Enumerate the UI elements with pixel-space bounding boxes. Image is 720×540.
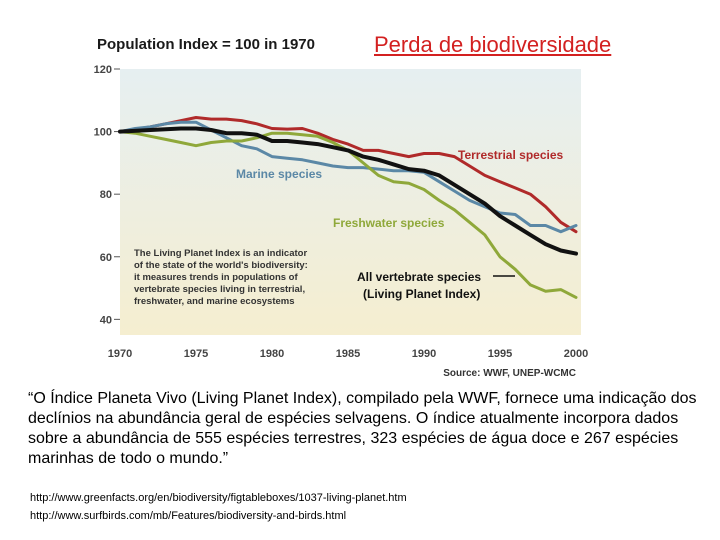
population-index-chart: Population Index = 100 in 1970 40 60 80 100… [94, 36, 589, 379]
reference-link[interactable]: http://www.surfbirds.com/mb/Features/bio… [30, 510, 347, 522]
all-species-label-line1: All vertebrate species [357, 270, 481, 284]
x-tick-label: 1990 [412, 348, 436, 360]
all-species-label-line2: (Living Planet Index) [363, 287, 480, 301]
x-tick-label: 1995 [488, 348, 512, 360]
all-series-line [118, 126, 578, 256]
x-tick-label: 1980 [260, 348, 284, 360]
x-tick-label: 1970 [108, 348, 132, 360]
chart-title: Population Index = 100 in 1970 [97, 36, 315, 53]
terrestrial-series-line [118, 116, 578, 234]
plot-background [120, 69, 581, 335]
freshwater-series-label: Freshwater species [333, 216, 445, 230]
y-tick-label: 40 [100, 314, 112, 326]
note-line: of the state of the world's biodiversity… [134, 260, 308, 271]
note-line: The Living Planet Index is an indicator [134, 248, 307, 259]
slide-title: Perda de biodiversidade [374, 32, 612, 57]
y-tick-label: 60 [100, 252, 112, 264]
x-tick-label: 2000 [564, 348, 588, 360]
x-tick-label: 1975 [184, 348, 208, 360]
note-line: vertebrate species living in terrestrial… [134, 284, 305, 295]
reference-link[interactable]: http://www.greenfacts.org/en/biodiversit… [30, 492, 407, 504]
y-tick-label: 80 [100, 189, 112, 201]
note-line: it measures trends in populations of [134, 272, 298, 283]
marine-series-line [118, 120, 578, 234]
y-tick-label: 120 [94, 64, 112, 76]
chart-source: Source: WWF, UNEP-WCMC [443, 368, 576, 379]
x-tick-label: 1985 [336, 348, 360, 360]
caption-paragraph: “O Índice Planeta Vivo (Living Planet In… [28, 390, 697, 467]
terrestrial-series-label: Terrestrial species [458, 148, 564, 162]
marine-series-label: Marine species [236, 167, 322, 181]
index-description-note: The Living Planet Index is an indicator … [134, 248, 308, 307]
note-line: freshwater, and marine ecosystems [134, 296, 295, 307]
y-tick-label: 100 [94, 127, 112, 139]
